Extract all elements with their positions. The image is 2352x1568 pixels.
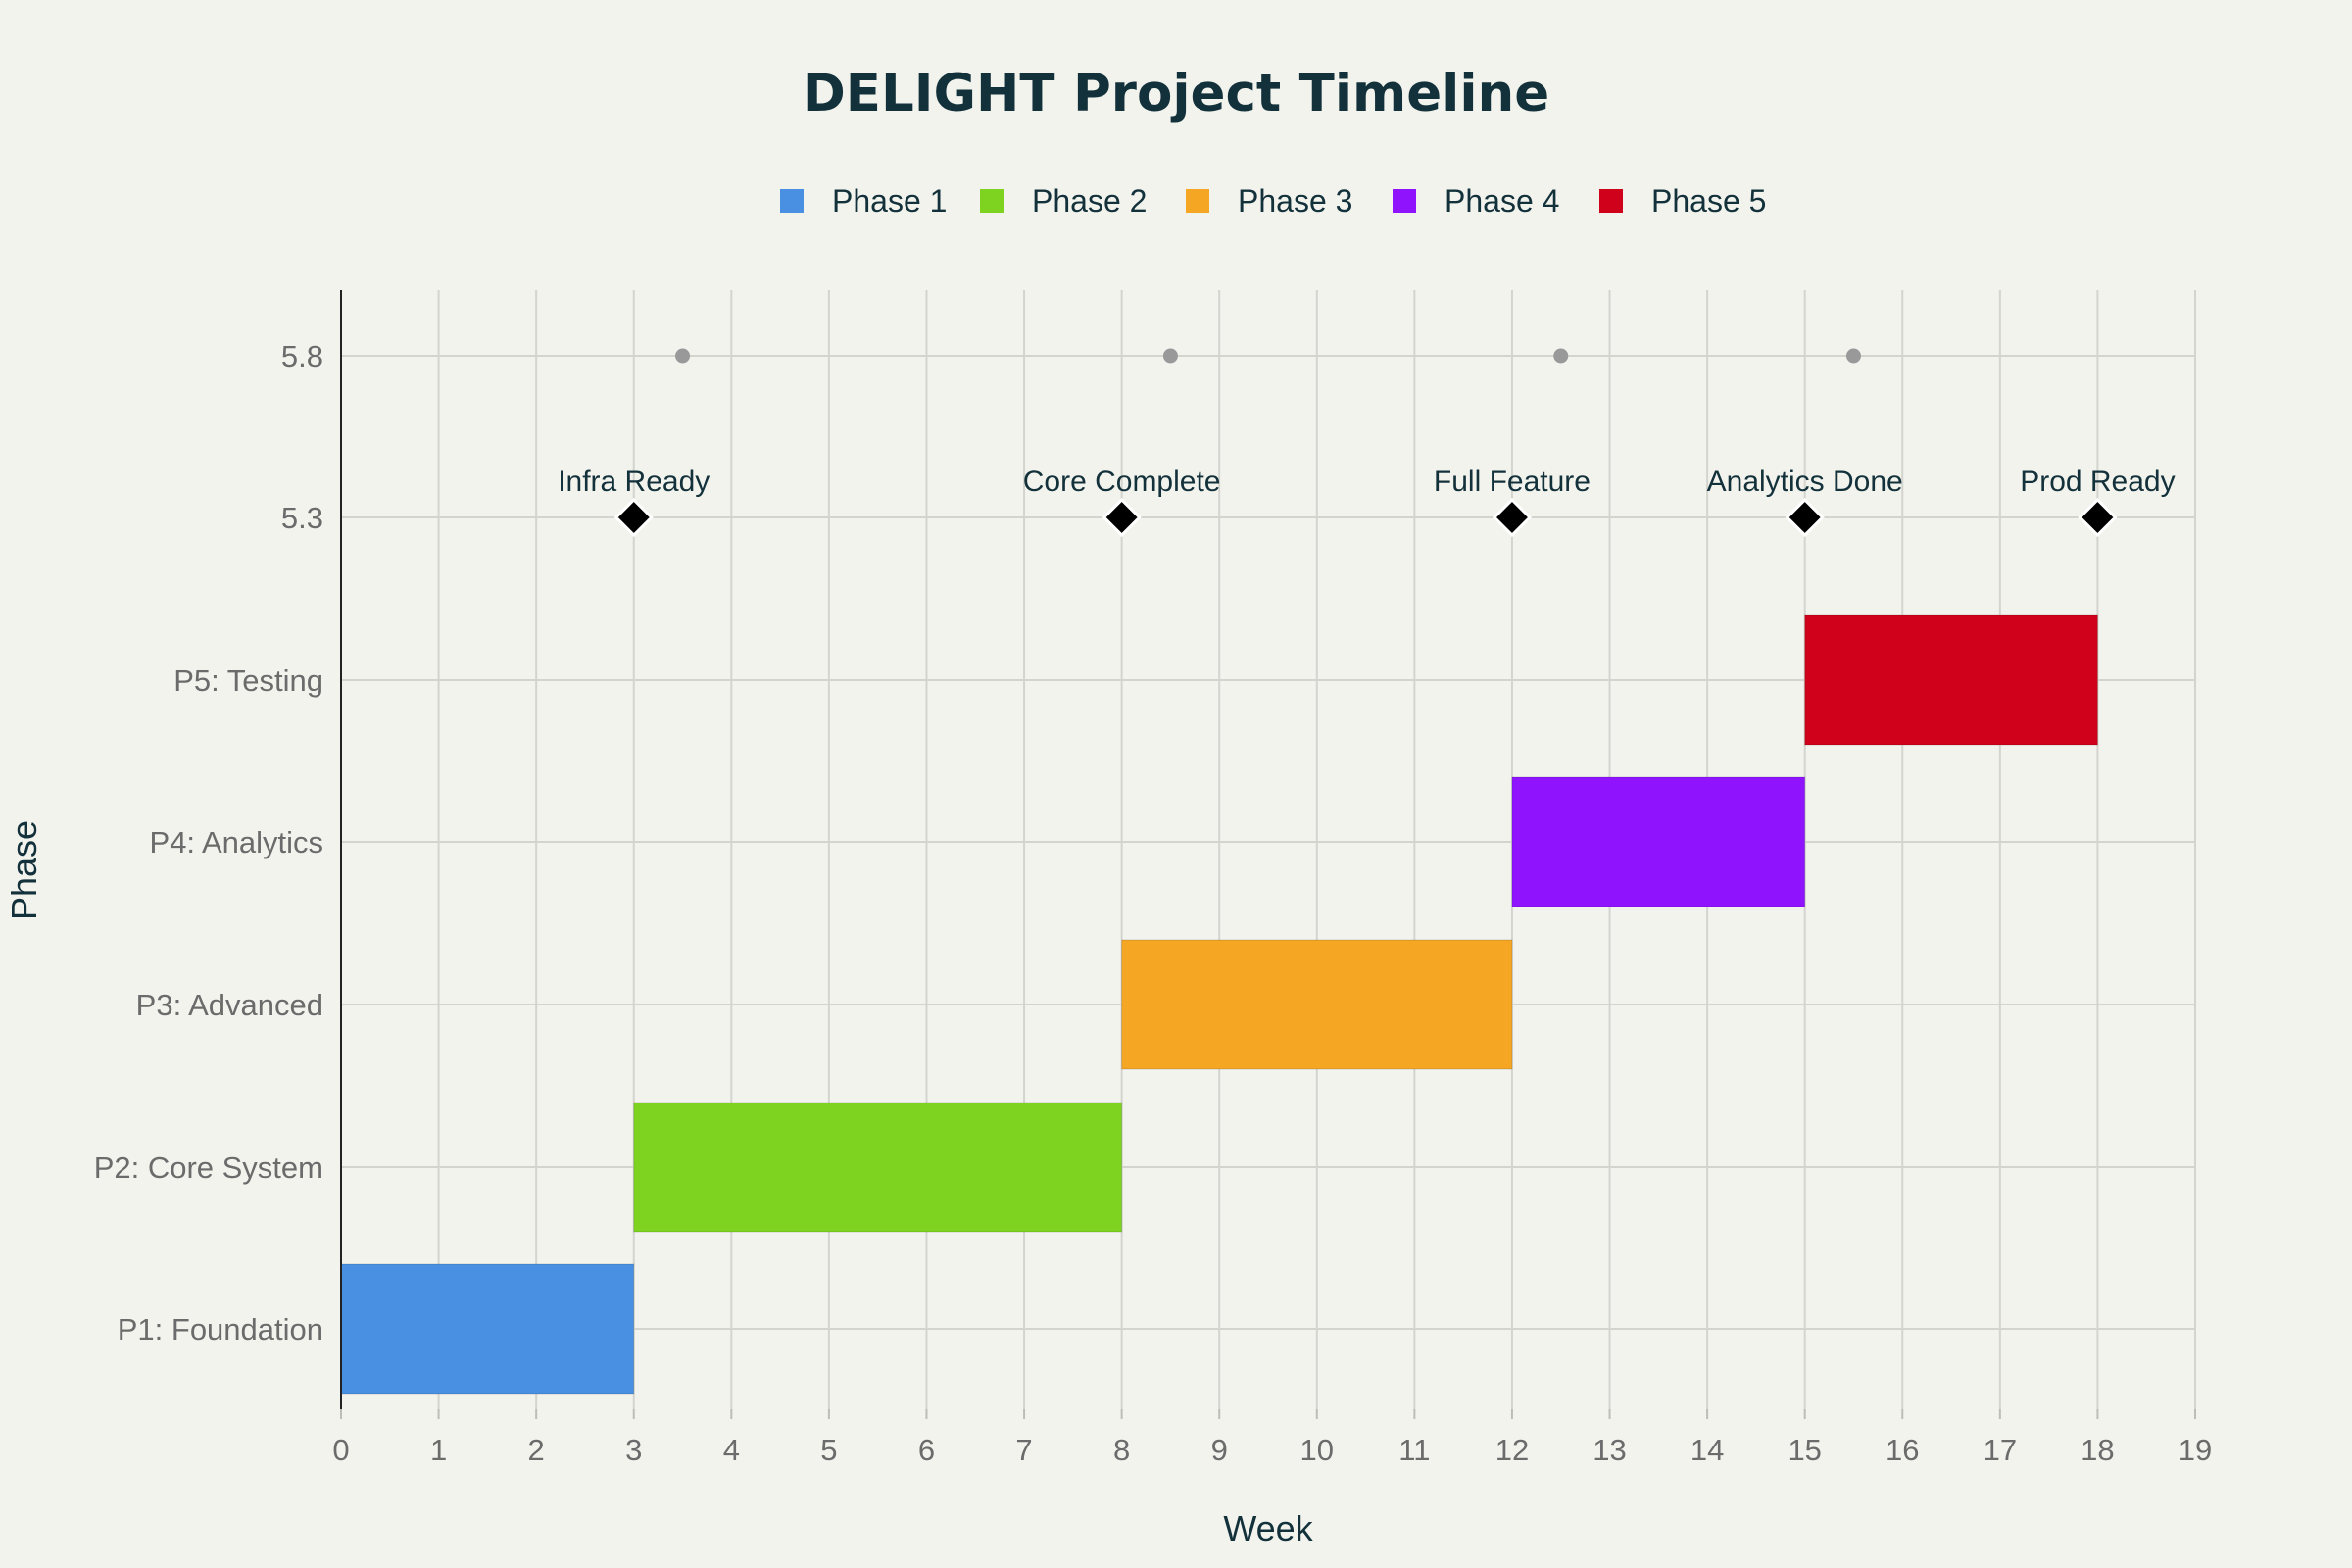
task-bar bbox=[1121, 939, 1513, 1070]
milestone-diamond bbox=[1785, 497, 1825, 538]
y-tick-label: P2: Core System bbox=[94, 1151, 323, 1185]
milestone-diamond bbox=[2078, 497, 2118, 538]
y-tick-label: P3: Advanced bbox=[136, 988, 323, 1022]
x-tick-label: 12 bbox=[1495, 1433, 1529, 1467]
legend-swatch bbox=[1599, 189, 1623, 213]
x-tick-label: 6 bbox=[918, 1433, 935, 1467]
bars bbox=[340, 614, 2098, 1395]
x-tick-label: 10 bbox=[1300, 1433, 1334, 1467]
task-bar bbox=[1511, 776, 1806, 907]
x-tick-label: 2 bbox=[528, 1433, 545, 1467]
y-tick-label: 5.8 bbox=[281, 339, 323, 373]
legend-swatch bbox=[780, 189, 804, 213]
legend-label: Phase 5 bbox=[1651, 183, 1766, 219]
x-tick-label: 15 bbox=[1788, 1433, 1821, 1467]
legend-label: Phase 4 bbox=[1445, 183, 1559, 219]
x-tick-label: 3 bbox=[625, 1433, 642, 1467]
x-tick-label: 8 bbox=[1113, 1433, 1130, 1467]
legend-swatch bbox=[1393, 189, 1416, 213]
milestone-label: Infra Ready bbox=[558, 466, 710, 498]
x-tick-label: 13 bbox=[1592, 1433, 1626, 1467]
y-tick-label: P1: Foundation bbox=[118, 1312, 323, 1347]
milestone-label: Full Feature bbox=[1434, 466, 1591, 498]
markers bbox=[675, 348, 1861, 364]
milestone-diamond bbox=[1102, 497, 1142, 538]
legend-label: Phase 1 bbox=[832, 183, 947, 219]
x-tick-label: 9 bbox=[1211, 1433, 1228, 1467]
y-tick-label: 5.3 bbox=[281, 501, 323, 535]
task-bar bbox=[1804, 614, 2098, 746]
milestone-diamond bbox=[1492, 497, 1533, 538]
legend-label: Phase 3 bbox=[1238, 183, 1352, 219]
y-axis-title: Phase bbox=[4, 820, 44, 920]
chart-title: DELIGHT Project Timeline bbox=[803, 64, 1549, 123]
milestone-diamond bbox=[613, 497, 654, 538]
y-tick-label: P5: Testing bbox=[173, 663, 323, 698]
milestones: Infra Ready Core Complete Full Feature Anal… bbox=[558, 466, 2176, 538]
x-tick-label: 16 bbox=[1886, 1433, 1919, 1467]
x-tick-label: 5 bbox=[820, 1433, 837, 1467]
marker-point bbox=[1162, 348, 1178, 364]
marker-point bbox=[1553, 348, 1569, 364]
legend-swatch bbox=[980, 189, 1004, 213]
legend-swatch bbox=[1186, 189, 1209, 213]
task-bar bbox=[633, 1102, 1123, 1233]
marker-point bbox=[1845, 348, 1861, 364]
x-axis-title: Week bbox=[1223, 1508, 1313, 1548]
x-tick-label: 0 bbox=[332, 1433, 349, 1467]
x-tick-label: 1 bbox=[430, 1433, 447, 1467]
milestone-label: Analytics Done bbox=[1707, 466, 1903, 498]
x-tick-label: 18 bbox=[2081, 1433, 2114, 1467]
x-tick-label: 7 bbox=[1015, 1433, 1032, 1467]
x-tick-label: 14 bbox=[1690, 1433, 1724, 1467]
legend: Phase 1 Phase 2 Phase 3 Phase 4 Phase 5 bbox=[780, 183, 1766, 219]
x-tick-label: 19 bbox=[2179, 1433, 2212, 1467]
marker-point bbox=[675, 348, 691, 364]
task-bar bbox=[340, 1263, 635, 1395]
x-tick-label: 17 bbox=[1984, 1433, 2017, 1467]
milestone-label: Core Complete bbox=[1023, 466, 1221, 498]
x-tick-label: 4 bbox=[723, 1433, 740, 1467]
milestone-label: Prod Ready bbox=[2020, 466, 2175, 498]
y-tick-label: P4: Analytics bbox=[150, 825, 323, 859]
legend-label: Phase 2 bbox=[1032, 183, 1147, 219]
x-tick-label: 11 bbox=[1398, 1433, 1430, 1467]
grid bbox=[340, 290, 2196, 1409]
